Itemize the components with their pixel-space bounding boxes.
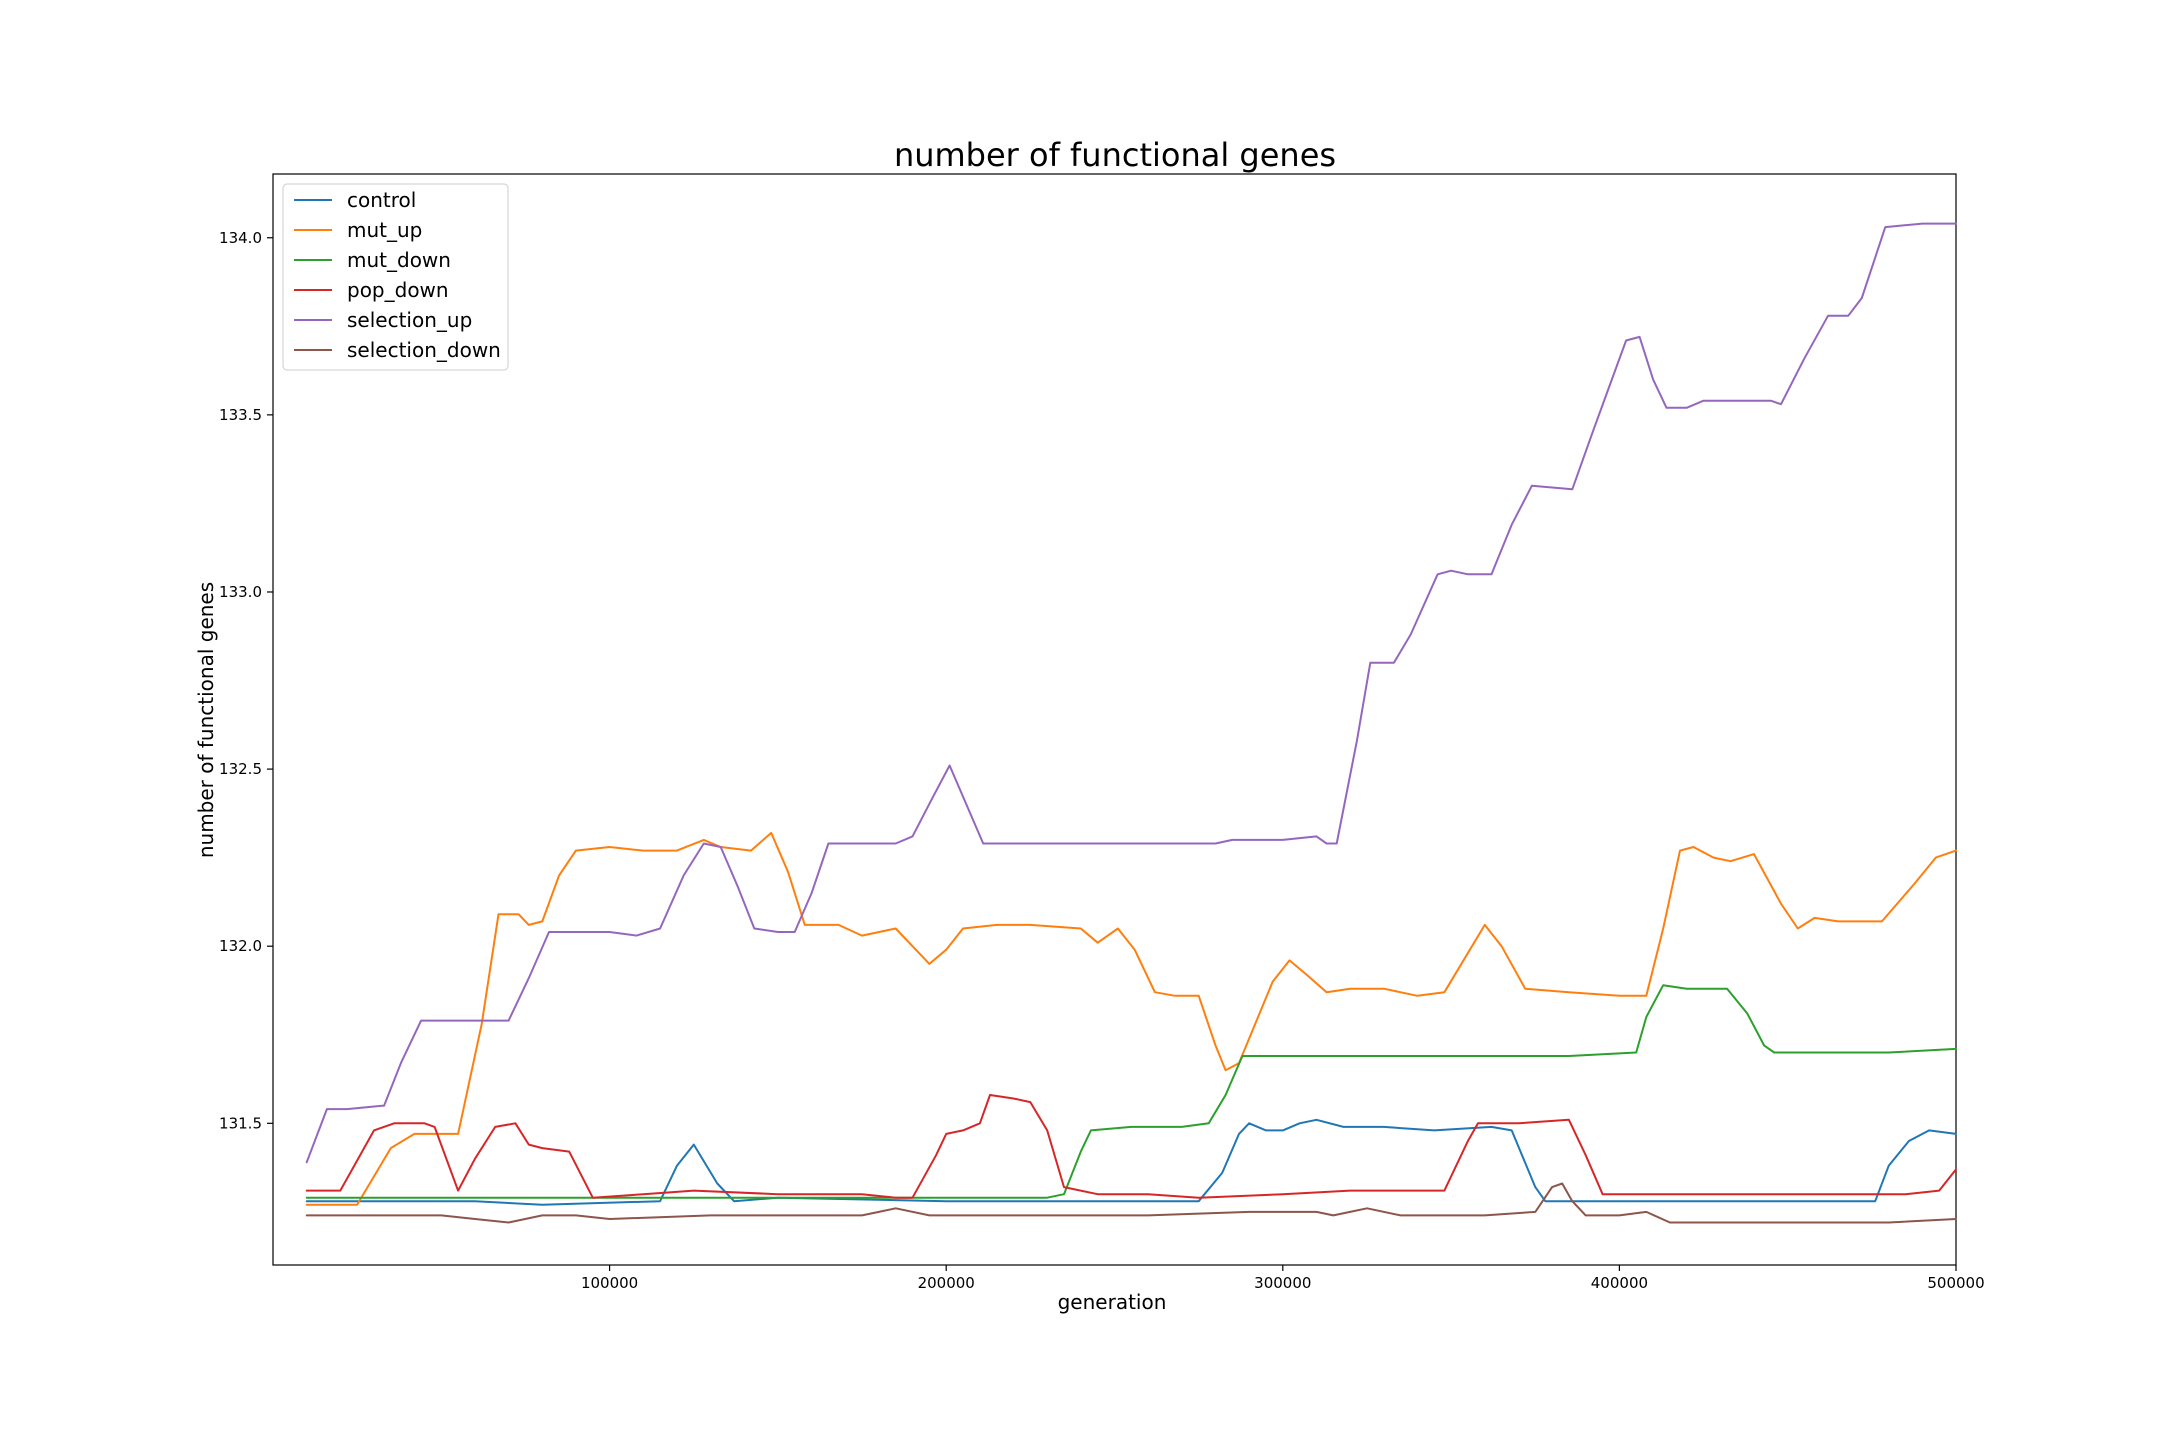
series-line-control [305,1118,1957,1206]
y-axis-label: number of functional genes [194,582,218,858]
series-line-pop-down [305,1094,1957,1199]
y-tick-label: 132.0 [219,937,262,955]
legend-frame [282,183,509,371]
x-tick-label: 300000 [1254,1274,1311,1292]
legend-label-selection-down: selection_down [347,338,501,362]
legend-label-pop-down: pop_down [347,278,449,302]
x-tick-label: 400000 [1591,1274,1648,1292]
plot-frame [272,173,1957,1266]
y-tick-label: 131.5 [219,1114,262,1132]
x-tick-label: 500000 [1927,1274,1984,1292]
x-axis-ticks: 100000 200000 300000 400000 500000 [581,1265,1985,1292]
y-tick-label: 133.5 [219,406,262,424]
x-tick-label: 100000 [581,1274,638,1292]
series-line-selection-up [305,222,1957,1164]
series-line-mut-down [305,984,1957,1199]
plot-area: 100000 200000 300000 400000 500000 131.5 132.… [219,173,1985,1292]
series-line-selection-down [305,1182,1957,1224]
legend-label-mut-down: mut_down [347,248,451,272]
x-tick-label: 200000 [918,1274,975,1292]
chart-title: number of functional genes [894,136,1336,174]
series-line-mut-up [305,831,1957,1206]
x-axis-label: generation [1058,1290,1167,1314]
y-tick-label: 132.5 [219,760,262,778]
y-tick-label: 134.0 [219,229,262,247]
legend-label-selection-up: selection_up [347,308,472,332]
legend-label-mut-up: mut_up [347,218,422,242]
y-tick-label: 133.0 [219,583,262,601]
legend: control mut_up mut_down pop_down selection_u… [282,183,509,371]
series-layer [305,222,1957,1224]
y-axis-ticks: 131.5 132.0 132.5 133.0 133.5 134.0 [219,229,273,1132]
legend-label-control: control [347,188,416,212]
